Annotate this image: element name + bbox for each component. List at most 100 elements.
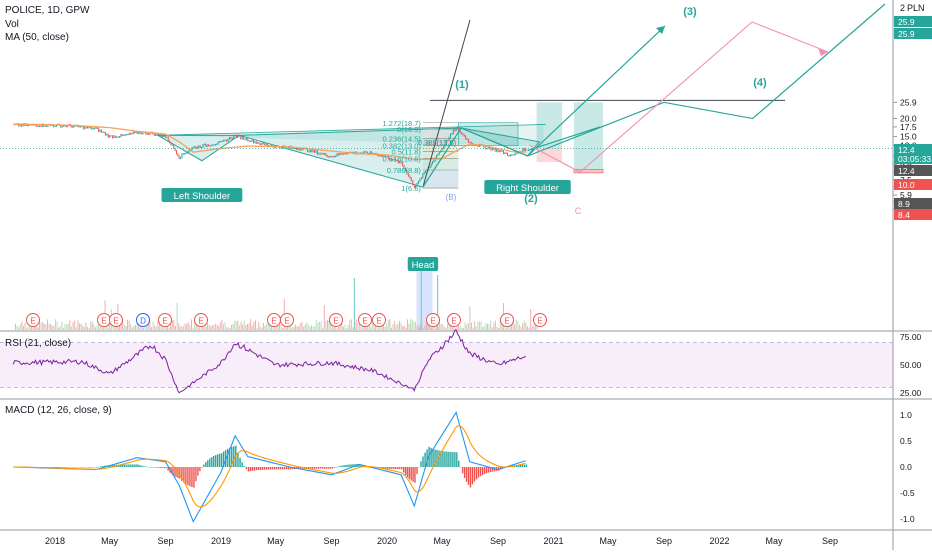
macd-histogram-bar bbox=[151, 467, 153, 468]
volume-bar bbox=[395, 325, 397, 330]
volume-bar bbox=[398, 321, 400, 330]
volume-bar bbox=[531, 326, 533, 330]
fib-extension-zone bbox=[458, 122, 519, 146]
volume-bar bbox=[510, 322, 512, 330]
volume-bar bbox=[446, 323, 448, 330]
volume-bar bbox=[46, 319, 48, 330]
macd-histogram-bar bbox=[281, 467, 284, 470]
volume-bar bbox=[253, 321, 255, 330]
price-axis-tick: 5.9 bbox=[900, 190, 912, 200]
earnings-marker bbox=[136, 313, 150, 327]
volume-bar bbox=[126, 319, 128, 330]
volume-bar bbox=[323, 305, 325, 330]
time-axis-tick: Sep bbox=[822, 536, 838, 546]
volume-bar bbox=[499, 320, 501, 330]
earnings-marker bbox=[447, 313, 461, 327]
time-axis-tick: May bbox=[766, 536, 784, 546]
macd-histogram-bar bbox=[287, 467, 290, 470]
volume-bar bbox=[483, 326, 485, 330]
macd-histogram-bar bbox=[263, 467, 266, 470]
volume-bar bbox=[93, 324, 95, 330]
macd-histogram-bar bbox=[383, 467, 385, 469]
volume-bar bbox=[27, 326, 29, 330]
macd-histogram-bar bbox=[279, 467, 282, 470]
volume-bar bbox=[221, 320, 223, 330]
earnings-marker bbox=[26, 313, 40, 327]
macd-histogram-bar bbox=[227, 448, 229, 467]
macd-histogram-bar bbox=[95, 467, 98, 468]
price-badge bbox=[894, 209, 932, 220]
volume-legend[interactable]: Vol bbox=[5, 19, 19, 30]
volume-bar bbox=[54, 319, 56, 330]
macd-histogram-bar bbox=[418, 467, 420, 468]
macd-histogram-bar bbox=[207, 460, 209, 467]
hs-label-box bbox=[407, 257, 439, 271]
macd-histogram-bar bbox=[487, 467, 490, 473]
macd-histogram-bar bbox=[143, 466, 145, 467]
macd-histogram-bar bbox=[109, 465, 112, 467]
volume-bar bbox=[230, 325, 232, 330]
volume-bar bbox=[125, 325, 127, 330]
macd-histogram-bar bbox=[251, 467, 254, 471]
price-axis-tick: 15.0 bbox=[900, 132, 917, 142]
macd-histogram-bar bbox=[259, 467, 262, 470]
volume-bar bbox=[83, 326, 85, 330]
date-range-highlight bbox=[416, 260, 433, 330]
volume-bar bbox=[245, 324, 247, 330]
volume-bar bbox=[480, 321, 482, 330]
earnings-marker bbox=[372, 313, 386, 327]
volume-bar bbox=[454, 327, 456, 330]
macd-histogram-bar bbox=[243, 466, 245, 467]
price-badge bbox=[894, 153, 932, 164]
macd-histogram-bar bbox=[89, 467, 92, 468]
macd-histogram-bar bbox=[307, 467, 310, 469]
macd-legend[interactable]: MACD (12, 26, close, 9) bbox=[5, 405, 112, 416]
volume-bar bbox=[360, 327, 362, 330]
volume-bar bbox=[406, 319, 408, 330]
macd-histogram-bar bbox=[489, 467, 492, 473]
macd-histogram-bar bbox=[333, 467, 335, 468]
earnings-marker-label: E bbox=[284, 317, 289, 326]
volume-bar bbox=[325, 320, 327, 330]
macd-histogram-bar bbox=[133, 464, 135, 467]
fib-zone bbox=[422, 145, 459, 152]
time-axis-tick: Sep bbox=[324, 536, 340, 546]
macd-histogram-bar bbox=[452, 452, 454, 467]
volume-bar bbox=[149, 319, 151, 330]
volume-bar bbox=[445, 327, 447, 330]
volume-bar bbox=[66, 323, 68, 330]
volume-bar bbox=[80, 323, 82, 330]
fib-level-label: 0.786(8.8) bbox=[387, 166, 422, 175]
macd-histogram-bar bbox=[179, 467, 181, 479]
volume-bar bbox=[422, 327, 424, 330]
volume-bar bbox=[130, 324, 132, 330]
earnings-marker bbox=[158, 313, 172, 327]
volume-bar bbox=[174, 325, 176, 330]
macd-histogram-bar bbox=[199, 467, 201, 472]
volume-bar bbox=[38, 320, 40, 330]
volume-bar bbox=[387, 319, 389, 330]
volume-bar bbox=[397, 323, 399, 330]
macd-histogram-bar bbox=[191, 467, 193, 488]
volume-bar bbox=[357, 323, 359, 330]
earnings-marker bbox=[358, 313, 372, 327]
volume-bar bbox=[418, 327, 420, 330]
volume-bar bbox=[142, 327, 144, 330]
macd-histogram-bar bbox=[167, 467, 169, 471]
volume-bar bbox=[141, 326, 143, 330]
macd-histogram-bar bbox=[525, 464, 528, 467]
volume-bar bbox=[262, 322, 264, 330]
volume-bar bbox=[48, 323, 50, 330]
ma-legend[interactable]: MA (50, close) bbox=[5, 32, 69, 43]
rsi-legend[interactable]: RSI (21, close) bbox=[5, 338, 71, 349]
macd-histogram-bar bbox=[335, 467, 337, 468]
macd-signal-line bbox=[13, 425, 526, 508]
macd-histogram-bar bbox=[481, 467, 484, 475]
macd-histogram-bar bbox=[420, 461, 422, 467]
macd-histogram-bar bbox=[51, 467, 53, 468]
macd-histogram-bar bbox=[241, 462, 243, 467]
symbol-legend[interactable]: POLICE, 1D, GPW bbox=[5, 5, 90, 16]
volume-bar bbox=[310, 325, 312, 330]
